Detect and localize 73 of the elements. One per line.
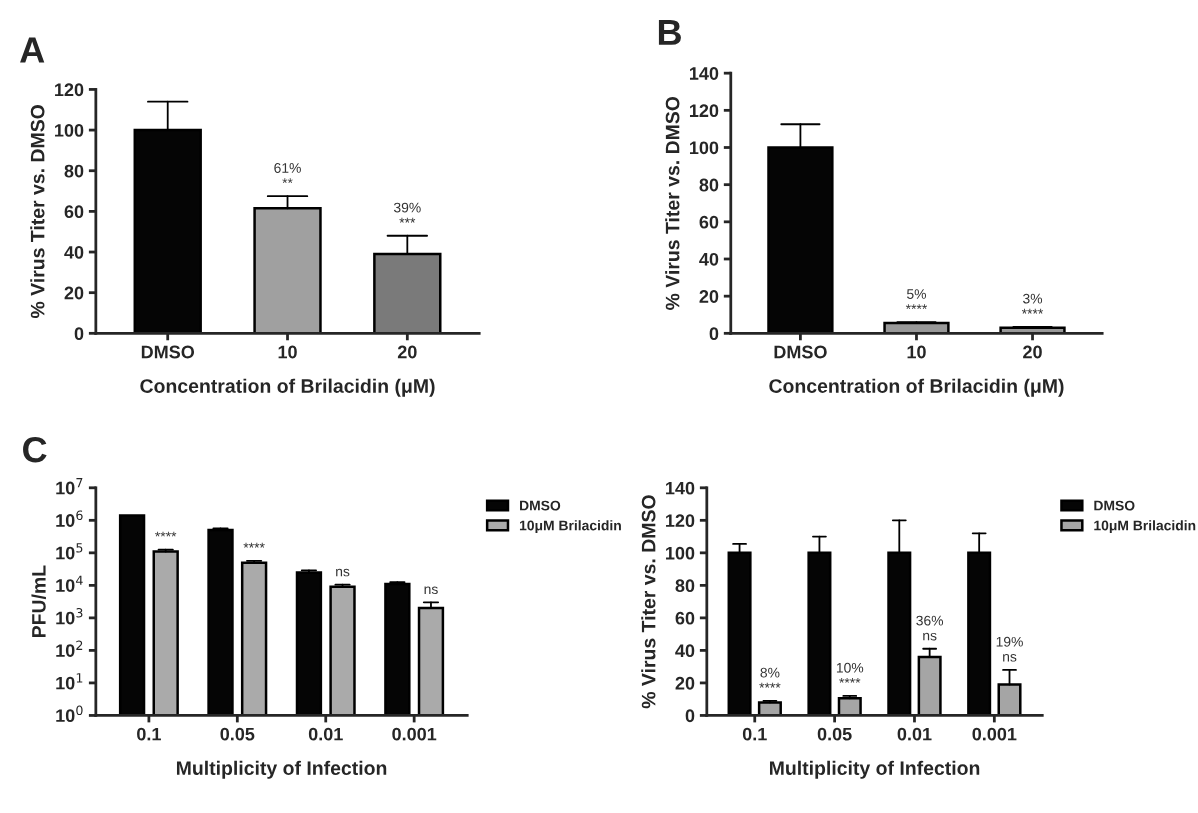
x-tick-label: 20 — [397, 345, 417, 359]
y-tick-label: 100 — [55, 124, 84, 137]
y-tick-label: 80 — [64, 164, 84, 178]
data-label: 10% **** — [836, 662, 864, 683]
x-tick-label: DMSO — [141, 345, 195, 359]
y-tick-label: 40 — [64, 245, 84, 259]
x-tick-label: 0.05 — [220, 727, 255, 741]
y-tick-label: 20 — [64, 286, 84, 300]
y-tick-label: 0 — [709, 327, 719, 341]
y-tick-label: 80 — [699, 178, 719, 192]
data-label: 61% ** — [274, 163, 301, 184]
data-label: ns — [424, 586, 438, 595]
y-tick-label: 100 — [689, 141, 719, 155]
data-label: 5% **** — [905, 289, 928, 310]
data-label: **** — [155, 531, 177, 537]
y-tick-label: 120 — [666, 514, 695, 528]
bar — [837, 697, 862, 716]
y-tick-label: 140 — [666, 481, 695, 495]
x-tick-label: DMSO — [774, 345, 827, 359]
y-tick-label: 60 — [675, 611, 695, 625]
x-axis-title: Multiplicity of Infection — [769, 760, 980, 779]
y-tick-label: 20 — [675, 676, 695, 690]
x-tick-label: 0.1 — [742, 727, 767, 741]
y-tick-label: 10$^{4}$ — [56, 575, 83, 592]
text: A — [20, 37, 45, 63]
y-tick-label: 10$^{3}$ — [56, 607, 83, 625]
x-tick-label: 0.1 — [137, 727, 161, 741]
x-tick-label: 10 — [278, 345, 297, 359]
data-label: 19% ns — [996, 636, 1023, 662]
text: C — [23, 436, 47, 463]
y-tick-label: 100 — [666, 546, 695, 560]
x-axis-title: Concentration of Brilacidin (μM) — [769, 378, 1064, 397]
y-tick-label: 0 — [685, 709, 695, 723]
x-tick-label: 0.001 — [392, 727, 437, 741]
y-tick-label: 10$^{6}$ — [56, 510, 83, 527]
y-tick-label: 60 — [699, 215, 719, 229]
y-tick-label: 10$^{2}$ — [56, 640, 83, 657]
y-tick-label: 120 — [55, 83, 84, 97]
text: B — [658, 20, 681, 45]
y-tick-label: 120 — [689, 104, 719, 118]
x-axis-title: Concentration of Brilacidin (μM) — [140, 378, 435, 397]
y-tick-label: 10$^{1}$ — [56, 673, 83, 690]
y-tick-label: 140 — [689, 67, 719, 80]
data-label: 36% ns — [916, 615, 944, 641]
data-label: **** — [243, 542, 265, 548]
x-axis-title: Multiplicity of Infection — [176, 760, 387, 779]
x-tick-label: 10 — [907, 345, 926, 359]
x-tick-label: 0.01 — [308, 727, 343, 741]
x-tick-label: 0.05 — [817, 727, 852, 741]
y-tick-label: 0 — [74, 327, 84, 341]
x-tick-label: 20 — [1023, 345, 1042, 359]
legend-label: DMSO — [520, 500, 561, 511]
data-label: 3% **** — [1021, 293, 1044, 314]
legend-label: DMSO — [1094, 500, 1135, 511]
y-tick-label: 40 — [699, 252, 719, 266]
y-tick-label: 10$^{0}$ — [56, 705, 83, 723]
y-tick-label: 10$^{7}$ — [56, 478, 83, 495]
data-label: 8% **** — [759, 667, 781, 688]
y-axis-title: % Virus Titer vs. DMSO — [665, 96, 680, 310]
y-tick-label: 10$^{5}$ — [56, 543, 83, 560]
y-tick-label: 20 — [699, 290, 719, 303]
y-axis-title: PFU/mL — [31, 565, 46, 638]
x-tick-label: 0.001 — [972, 727, 1017, 741]
y-tick-label: 80 — [675, 579, 695, 593]
legend-label: 10μM Brilacidin — [519, 520, 621, 534]
y-axis-title: % Virus Titer vs. DMSO — [30, 105, 45, 319]
y-axis-title: % Virus Titer vs. DMSO — [641, 495, 656, 709]
x-tick-label: 0.01 — [897, 727, 932, 741]
legend-label: 10μM Brilacidin — [1094, 520, 1196, 534]
y-tick-label: 40 — [675, 644, 695, 658]
data-label: 39% *** — [393, 202, 421, 223]
y-tick-label: 60 — [64, 205, 84, 219]
data-label: ns — [336, 568, 350, 577]
